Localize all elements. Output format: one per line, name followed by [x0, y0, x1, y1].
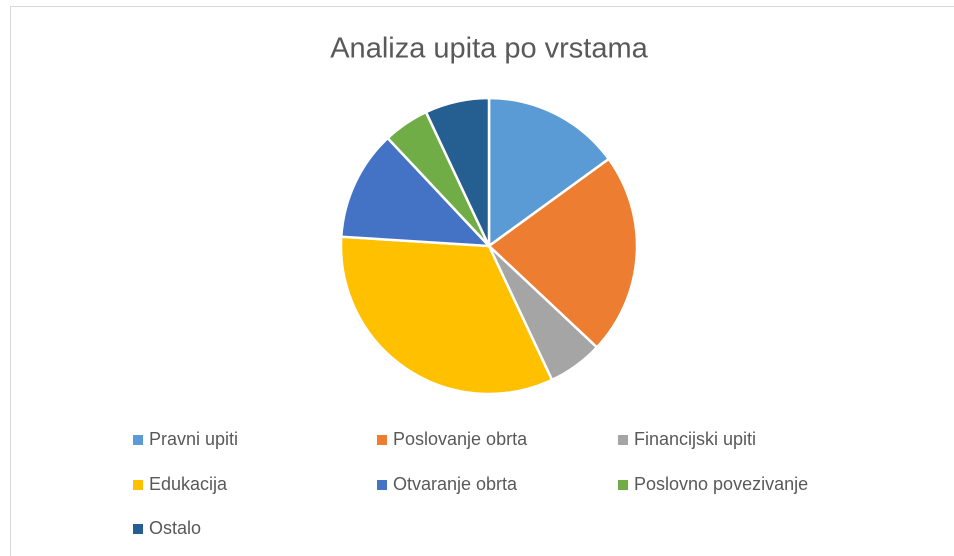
legend-label: Poslovno povezivanje	[634, 474, 808, 494]
pie-slice	[424, 96, 491, 247]
legend-swatch	[133, 524, 143, 534]
legend-swatch	[377, 435, 387, 445]
legend-swatch	[377, 480, 387, 490]
pie-slice	[339, 235, 554, 396]
legend-label: Edukacija	[149, 474, 228, 494]
legend-label: Pravni upiti	[149, 429, 238, 449]
legend-label: Ostalo	[149, 518, 201, 538]
legend-label: Financijski upiti	[634, 429, 756, 449]
legend-swatch	[618, 480, 628, 490]
pie-slice	[487, 96, 611, 249]
legend-swatch	[133, 480, 143, 490]
legend-swatch	[618, 435, 628, 445]
pie-slice	[487, 157, 639, 350]
chart-title: Analiza upita po vrstama	[330, 33, 648, 65]
legend-swatch	[133, 435, 143, 445]
pie-slice	[339, 136, 493, 248]
legend-label: Poslovanje obrta	[393, 429, 528, 449]
legend-label: Otvaranje obrta	[393, 474, 518, 494]
